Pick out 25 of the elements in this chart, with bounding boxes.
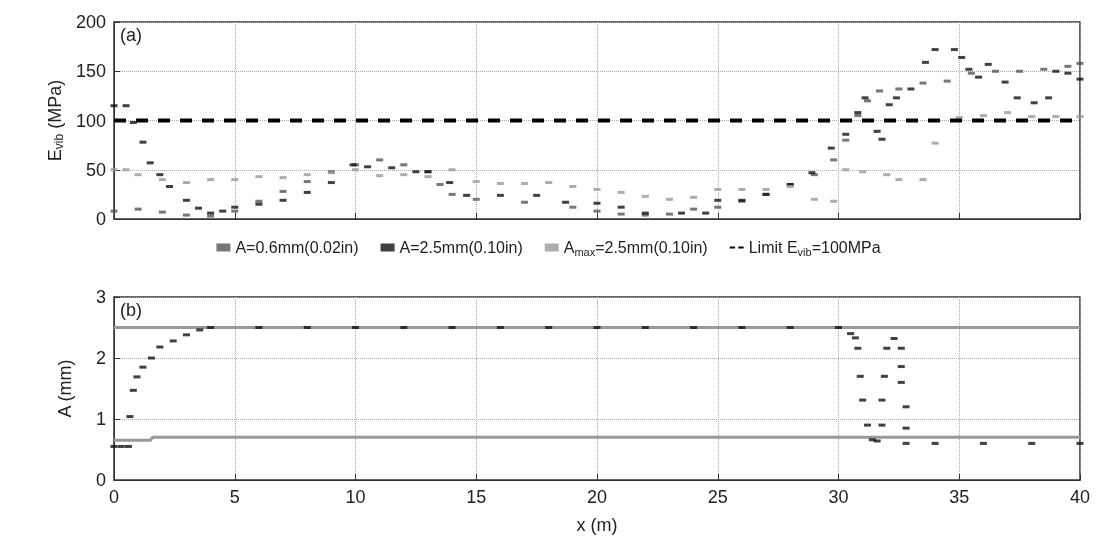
- y-tick-label: 1: [95, 409, 106, 429]
- x-tick-label: 30: [828, 487, 849, 507]
- x-axis-title: x (m): [576, 515, 618, 535]
- x-tick-label: 25: [707, 487, 728, 507]
- x-tick-label: 15: [466, 487, 487, 507]
- y-tick-label: 200: [75, 12, 106, 32]
- annotation: (a): [120, 25, 142, 45]
- y-tick-label: 150: [75, 61, 106, 82]
- x-tick-label: 10: [345, 487, 366, 507]
- y-tick-label: 50: [85, 159, 106, 180]
- x-tick-label: 0: [108, 487, 120, 507]
- legend-label: A=0.6mm(0.02in): [235, 239, 359, 256]
- y-tick-label: 0: [95, 470, 106, 490]
- y-tick-label: 100: [75, 110, 106, 131]
- y-tick-label: 2: [95, 348, 106, 368]
- y-axis-title: Evib (MPa): [45, 79, 67, 162]
- x-tick-label: 40: [1069, 487, 1091, 507]
- y-tick-label: 3: [95, 287, 106, 307]
- y-axis-title: A (mm): [55, 359, 75, 418]
- x-tick-label: 35: [949, 487, 970, 507]
- annotation: (b): [120, 300, 142, 320]
- x-tick-label: 20: [586, 487, 608, 507]
- y-tick-label: 0: [95, 209, 106, 229]
- legend-label: A=2.5mm(0.10in): [399, 239, 523, 256]
- x-tick-label: 5: [229, 487, 240, 507]
